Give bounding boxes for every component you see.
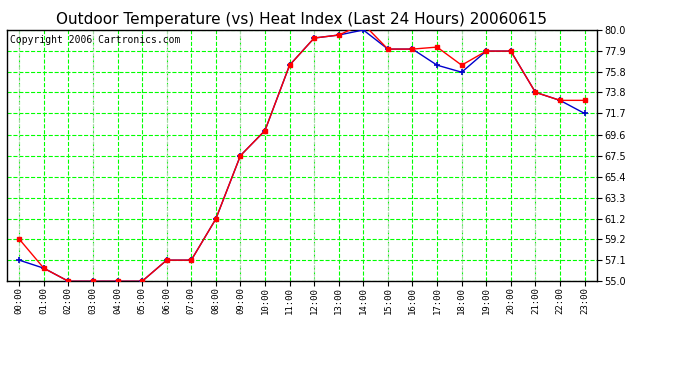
- Title: Outdoor Temperature (vs) Heat Index (Last 24 Hours) 20060615: Outdoor Temperature (vs) Heat Index (Las…: [57, 12, 547, 27]
- Text: Copyright 2006 Cartronics.com: Copyright 2006 Cartronics.com: [10, 35, 180, 45]
